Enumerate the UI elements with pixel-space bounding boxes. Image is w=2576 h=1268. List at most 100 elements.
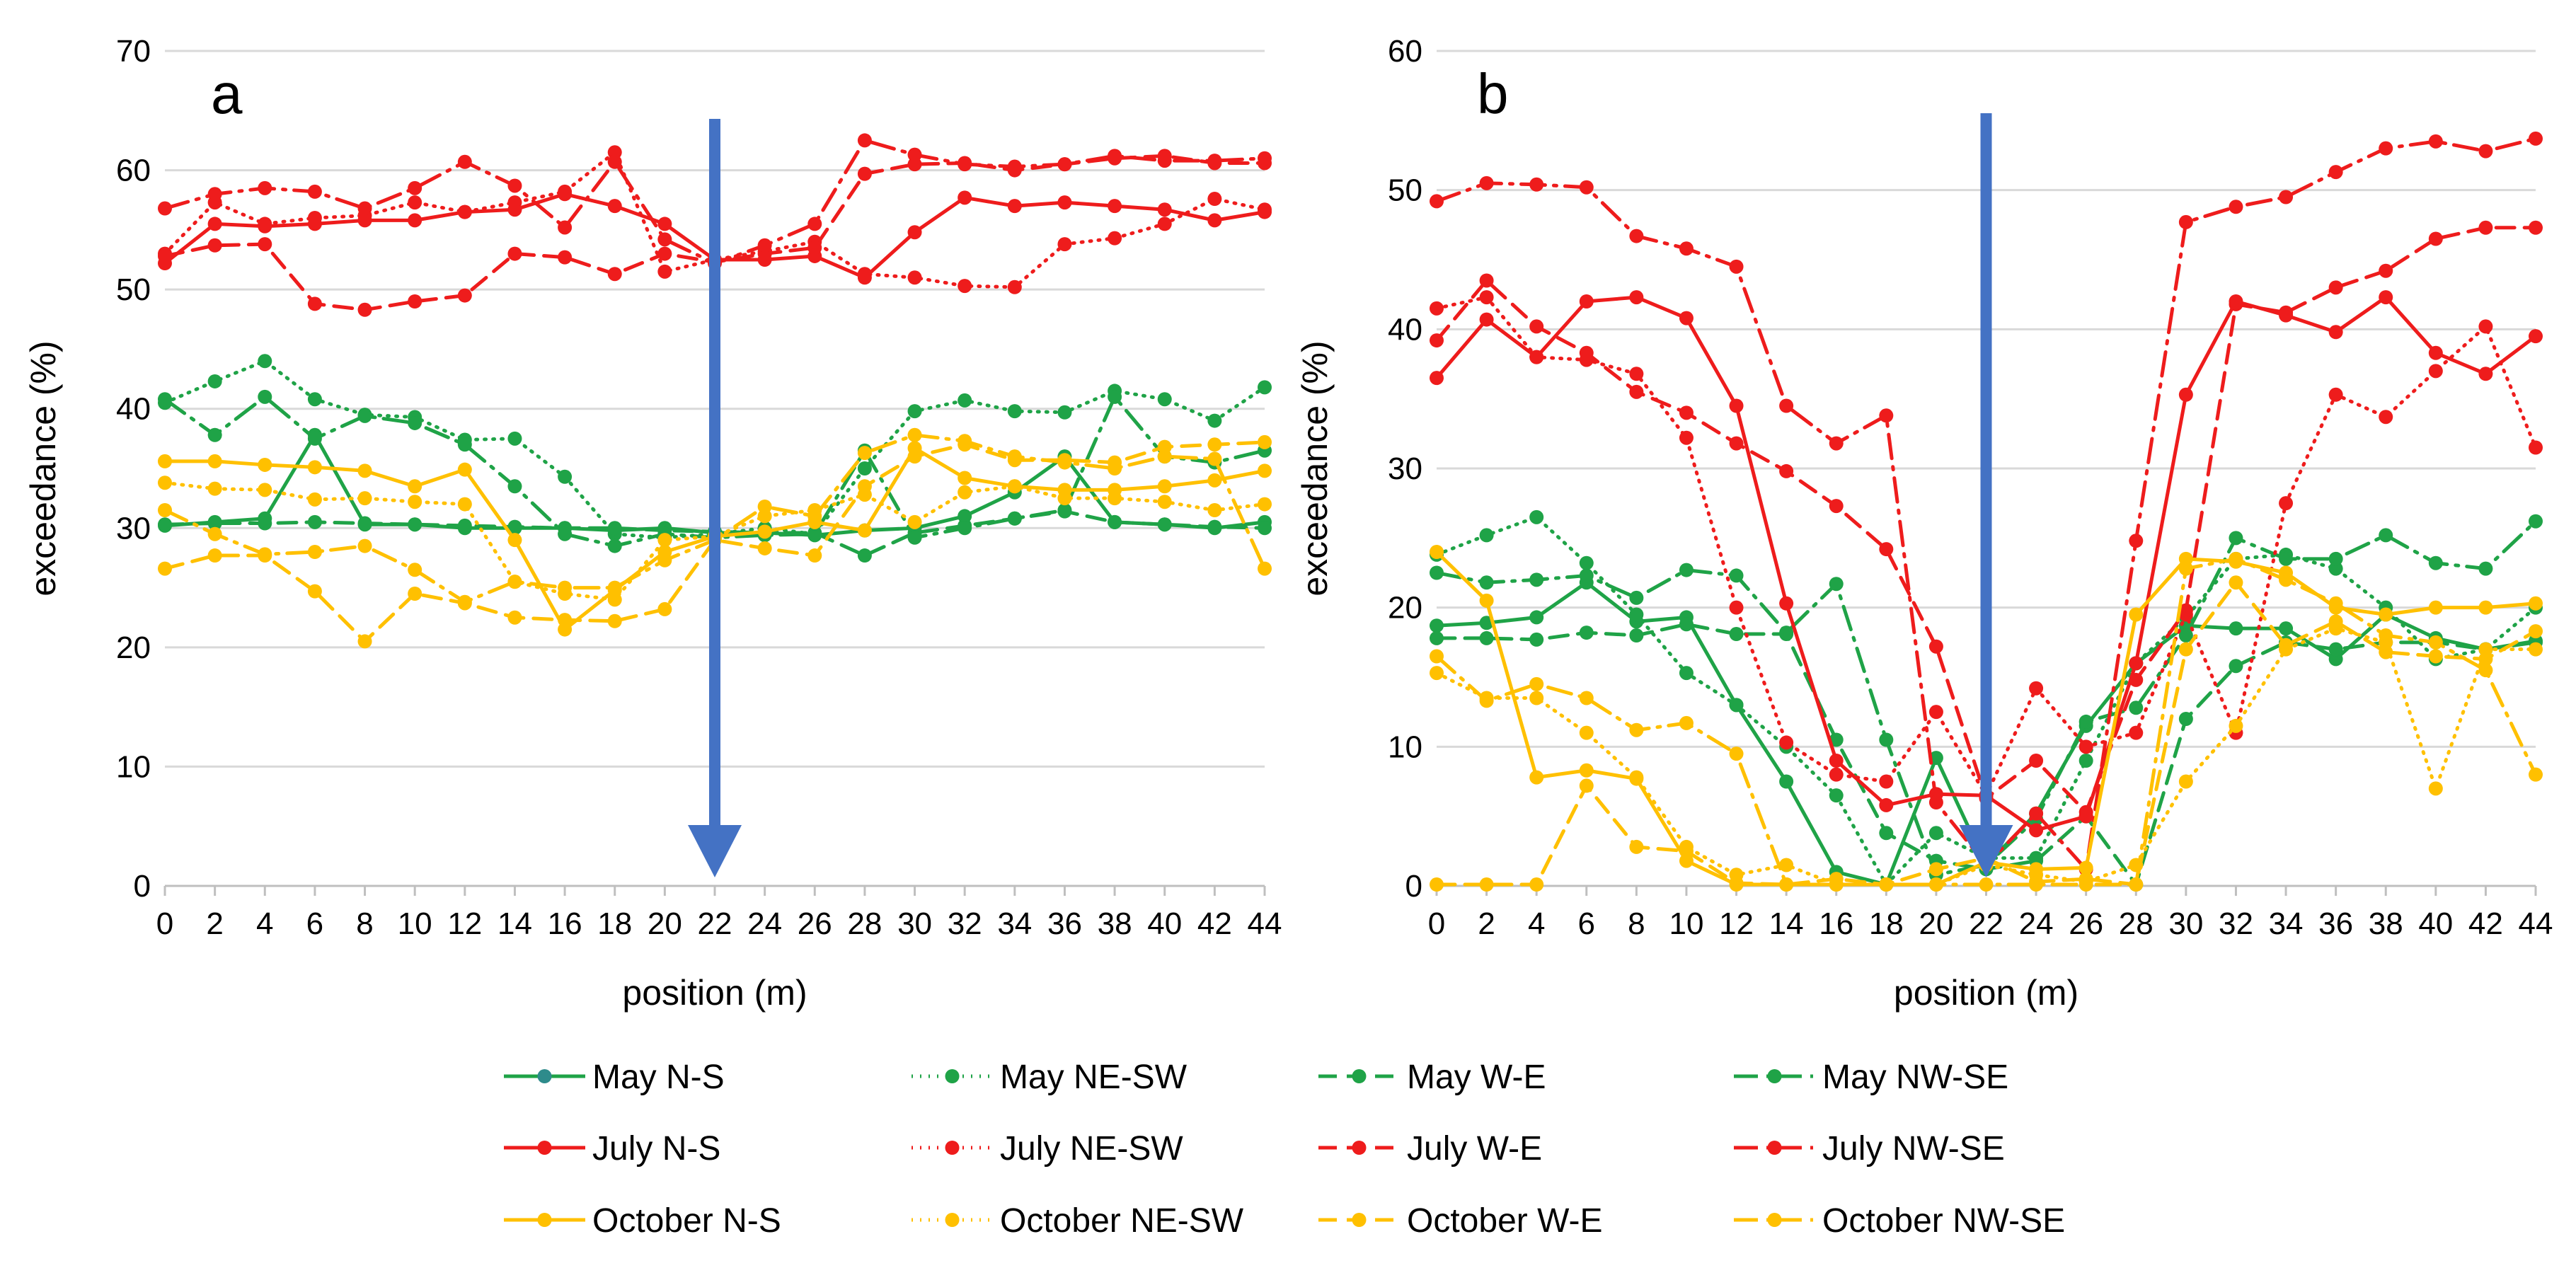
data-point-july-ne-sw-0 — [1430, 301, 1444, 316]
data-point-july-w-e-8 — [1629, 384, 1644, 399]
data-point-july-nw-se-12 — [457, 154, 472, 169]
y-tick-label-0: 0 — [134, 869, 151, 904]
data-point-may-nw-se-34 — [1007, 511, 1022, 526]
data-point-july-nw-se-12 — [1729, 259, 1744, 274]
data-point-may-nw-se-38 — [1108, 389, 1122, 404]
data-point-october-n-s-30 — [2178, 551, 2193, 566]
x-tick-label-30: 30 — [2168, 906, 2203, 941]
data-point-may-nw-se-44 — [2529, 514, 2543, 529]
data-point-july-w-e-20 — [657, 246, 672, 261]
data-point-july-n-s-42 — [2478, 367, 2493, 381]
data-point-october-nw-se-40 — [1157, 449, 1172, 464]
data-point-october-nw-se-8 — [357, 538, 372, 553]
data-point-october-n-s-24 — [757, 524, 772, 539]
data-point-july-ne-sw-16 — [558, 184, 573, 199]
data-point-july-n-s-44 — [2529, 329, 2543, 344]
data-point-may-n-s-0 — [1430, 618, 1444, 633]
data-point-may-w-e-42 — [1207, 519, 1222, 534]
data-point-july-n-s-42 — [1207, 213, 1222, 228]
legend-swatch-marker — [537, 1069, 552, 1083]
data-point-october-ne-sw-4 — [1529, 691, 1544, 705]
data-point-october-ne-sw-32 — [958, 485, 972, 500]
data-point-may-ne-sw-4 — [1529, 509, 1544, 524]
data-point-july-nw-se-34 — [1007, 159, 1022, 174]
data-point-july-w-e-28 — [857, 166, 872, 181]
y-tick-label-20: 20 — [1388, 591, 1422, 626]
panel-label: a — [211, 62, 243, 125]
data-point-october-nw-se-20 — [1928, 877, 1943, 892]
x-tick-label-14: 14 — [1769, 906, 1804, 941]
x-tick-label-4: 4 — [1528, 906, 1545, 941]
blue-arrow — [688, 119, 742, 877]
data-point-july-w-e-16 — [558, 250, 573, 265]
data-point-may-ne-sw-16 — [558, 469, 573, 484]
data-point-july-w-e-14 — [1779, 463, 1794, 478]
x-tick-label-2: 2 — [206, 906, 223, 941]
data-point-july-w-e-6 — [307, 296, 322, 311]
data-point-october-nw-se-40 — [2428, 635, 2443, 650]
x-tick-label-34: 34 — [997, 906, 1032, 941]
legend-swatch-marker — [537, 1213, 552, 1227]
data-point-july-nw-se-28 — [857, 133, 872, 148]
data-point-july-nw-se-42 — [1207, 154, 1222, 168]
data-point-may-nw-se-16 — [558, 526, 573, 541]
data-point-october-w-e-28 — [857, 479, 872, 494]
data-point-may-nw-se-18 — [607, 538, 622, 553]
data-point-may-nw-se-36 — [1057, 503, 1072, 517]
x-tick-label-0: 0 — [1428, 906, 1445, 941]
arrow-head — [1959, 825, 2013, 877]
data-point-july-nw-se-10 — [408, 180, 422, 195]
data-point-july-nw-se-42 — [2478, 144, 2493, 158]
data-point-may-nw-se-16 — [1829, 577, 1844, 592]
data-point-may-w-e-38 — [1108, 514, 1122, 529]
data-point-july-ne-sw-14 — [507, 195, 522, 210]
data-point-july-nw-se-6 — [1579, 180, 1594, 195]
data-point-october-ne-sw-0 — [1430, 666, 1444, 681]
legend-label: May N-S — [592, 1059, 725, 1096]
data-point-may-n-s-32 — [2229, 621, 2243, 636]
data-point-october-nw-se-12 — [457, 594, 472, 609]
legend-item-may-nw-se: May NW-SE — [1734, 1059, 2008, 1096]
data-point-october-w-e-12 — [1729, 876, 1744, 891]
data-point-october-nw-se-6 — [1579, 691, 1594, 705]
data-point-july-n-s-2 — [1479, 312, 1494, 327]
data-point-may-ne-sw-4 — [258, 354, 272, 369]
data-point-may-ne-sw-36 — [1057, 405, 1072, 420]
data-point-october-n-s-0 — [158, 454, 172, 468]
legend-item-may-n-s: May N-S — [504, 1059, 725, 1096]
x-tick-label-38: 38 — [1098, 906, 1132, 941]
data-point-october-nw-se-38 — [2379, 628, 2393, 642]
data-point-october-n-s-4 — [1529, 770, 1544, 785]
data-point-october-w-e-10 — [408, 587, 422, 601]
data-point-july-ne-sw-28 — [2129, 725, 2144, 740]
data-point-july-n-s-38 — [2379, 290, 2393, 305]
legend-label: July NE-SW — [1000, 1130, 1183, 1168]
data-point-july-nw-se-18 — [607, 154, 622, 169]
data-point-october-nw-se-18 — [1879, 877, 1894, 892]
series-may-ne-sw — [158, 354, 1272, 545]
data-point-october-nw-se-24 — [757, 499, 772, 514]
y-tick-label-70: 70 — [116, 34, 151, 69]
data-point-july-nw-se-44 — [1258, 151, 1272, 166]
x-tick-label-36: 36 — [1047, 906, 1082, 941]
data-point-july-w-e-10 — [1679, 405, 1694, 420]
data-point-may-ne-sw-8 — [1629, 607, 1644, 622]
data-point-july-ne-sw-34 — [2279, 496, 2294, 511]
x-tick-label-38: 38 — [2369, 906, 2403, 941]
data-point-july-ne-sw-34 — [1007, 279, 1022, 294]
data-point-july-w-e-12 — [1729, 436, 1744, 451]
data-point-october-ne-sw-40 — [2428, 781, 2443, 796]
data-point-july-n-s-36 — [1057, 195, 1072, 210]
data-point-may-ne-sw-44 — [1258, 380, 1272, 395]
data-point-october-nw-se-26 — [2078, 877, 2093, 892]
data-point-july-n-s-38 — [1108, 199, 1122, 214]
data-point-july-nw-se-24 — [757, 238, 772, 253]
data-point-july-w-e-6 — [1579, 345, 1594, 360]
data-point-may-nw-se-18 — [1879, 732, 1894, 747]
data-point-july-w-e-4 — [1529, 319, 1544, 334]
data-point-may-nw-se-30 — [907, 530, 922, 545]
data-point-october-nw-se-10 — [1679, 715, 1694, 730]
data-point-july-nw-se-10 — [1679, 241, 1694, 256]
data-point-july-n-s-40 — [2428, 345, 2443, 360]
data-point-october-nw-se-28 — [2129, 877, 2144, 892]
